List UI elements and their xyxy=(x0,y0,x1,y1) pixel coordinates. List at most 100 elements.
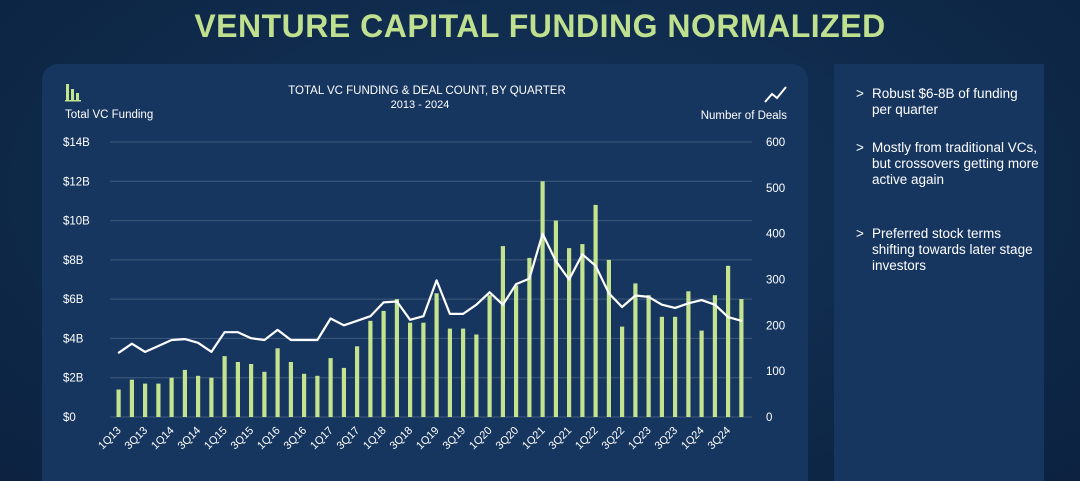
page-title: VENTURE CAPITAL FUNDING NORMALIZED xyxy=(194,8,886,44)
deal-count-point xyxy=(303,339,305,341)
deal-count-point xyxy=(449,313,451,315)
left-axis-label: Total VC Funding xyxy=(65,109,153,121)
funding-bar xyxy=(235,362,240,417)
deal-count-point xyxy=(647,296,650,298)
deal-count-point xyxy=(369,315,372,318)
deal-count-point xyxy=(237,331,239,334)
funding-bar xyxy=(381,310,386,417)
deal-count-point xyxy=(594,264,597,267)
funding-bar xyxy=(567,248,572,417)
left-tick-label: $2B xyxy=(63,373,84,385)
deal-count-point xyxy=(502,303,504,306)
left-tick-label: $14B xyxy=(63,137,90,149)
deal-count-point xyxy=(661,303,663,306)
funding-bar xyxy=(593,204,598,417)
funding-bar xyxy=(328,358,333,417)
key-point-text: Robust $6-8B of funding per quarter xyxy=(872,86,1018,117)
deal-count-point xyxy=(674,307,676,309)
funding-bar xyxy=(686,291,691,417)
left-axis-ticks: $0 $2B $4B $6B $8B $10B $12B $14B xyxy=(63,137,90,424)
left-tick-label: $4B xyxy=(63,333,84,345)
deal-count-point xyxy=(568,278,570,281)
bullet-arrow-icon: > xyxy=(856,86,864,101)
deal-count-point xyxy=(131,342,133,345)
funding-bar xyxy=(620,326,625,417)
funding-bar xyxy=(182,369,187,417)
deal-count-point xyxy=(223,331,226,334)
funding-bar xyxy=(500,246,505,417)
funding-bar xyxy=(288,362,293,417)
chart-title: TOTAL VC FUNDING & DEAL COUNT, BY QUARTE… xyxy=(288,85,566,97)
deal-count-point xyxy=(396,300,398,303)
funding-bar xyxy=(302,373,307,417)
funding-bar xyxy=(487,295,492,417)
funding-bar xyxy=(262,371,267,417)
deal-count-point xyxy=(475,303,478,306)
funding-bar xyxy=(726,265,731,418)
deal-count-point xyxy=(541,232,544,235)
deal-count-point xyxy=(210,351,213,353)
funding-bar xyxy=(474,334,479,417)
funding-bar xyxy=(553,220,558,417)
deal-count-point xyxy=(714,303,716,306)
deal-count-point xyxy=(687,302,690,305)
right-tick-label: 200 xyxy=(766,320,785,332)
deal-count-point xyxy=(634,294,637,297)
gridlines xyxy=(110,141,752,418)
deal-count-point xyxy=(409,318,411,321)
deal-count-point xyxy=(250,337,253,340)
right-tick-label: 300 xyxy=(766,275,785,287)
x-tick-label: 1Q24 xyxy=(679,425,707,453)
funding-bar xyxy=(527,257,532,417)
right-tick-label: 0 xyxy=(766,412,772,424)
funding-bar xyxy=(699,330,704,417)
funding-bar xyxy=(540,181,545,417)
left-tick-label: $12B xyxy=(63,176,90,188)
deal-count-point xyxy=(356,319,358,322)
left-tick-label: $0 xyxy=(63,412,76,424)
deal-count-point xyxy=(343,324,345,327)
deal-count-point xyxy=(157,345,160,347)
deal-count-line xyxy=(117,232,743,354)
deal-count-point xyxy=(184,338,186,340)
x-tick-label: 1Q15 xyxy=(202,425,230,453)
deal-count-point xyxy=(621,306,623,308)
deal-count-point xyxy=(263,339,266,341)
left-tick-label: $8B xyxy=(63,255,84,267)
funding-bar xyxy=(209,377,214,417)
x-tick-label: 3Q16 xyxy=(282,425,310,453)
x-tick-label: 3Q24 xyxy=(706,425,734,453)
funding-bar xyxy=(196,375,201,418)
x-tick-label: 1Q13 xyxy=(96,425,124,453)
right-tick-label: 100 xyxy=(766,366,785,378)
deal-count-point xyxy=(488,291,491,294)
deal-count-point xyxy=(608,292,610,295)
funding-bar xyxy=(394,299,399,417)
x-tick-label: 3Q19 xyxy=(441,425,469,453)
funding-bar xyxy=(156,383,161,417)
x-tick-label: 3Q18 xyxy=(388,425,416,453)
x-tick-label: 1Q17 xyxy=(308,425,336,453)
funding-bar xyxy=(673,316,678,417)
funding-bar xyxy=(143,383,148,417)
key-point-text: Mostly from traditional VCs, but crossov… xyxy=(872,140,1039,187)
funding-bar xyxy=(341,367,346,417)
deal-count-point xyxy=(555,260,557,263)
left-tick-label: $10B xyxy=(63,216,90,228)
deal-count-point xyxy=(276,329,279,331)
funding-bar xyxy=(169,377,174,417)
bar-chart-icon xyxy=(65,84,81,102)
right-tick-label: 500 xyxy=(766,183,785,195)
funding-bar xyxy=(222,356,227,417)
deal-count-point xyxy=(700,299,703,301)
x-axis-ticks: 1Q133Q131Q143Q141Q153Q151Q163Q161Q173Q17… xyxy=(96,425,733,453)
deal-count-point xyxy=(740,319,743,322)
right-axis-label: Number of Deals xyxy=(701,110,788,122)
x-tick-label: 1Q22 xyxy=(573,425,601,453)
deal-count-point xyxy=(435,279,438,282)
x-tick-label: 3Q23 xyxy=(653,425,681,453)
funding-bar xyxy=(129,379,134,417)
deal-count-point xyxy=(117,351,120,354)
deal-count-point xyxy=(515,283,517,285)
deal-count-point xyxy=(727,316,729,318)
